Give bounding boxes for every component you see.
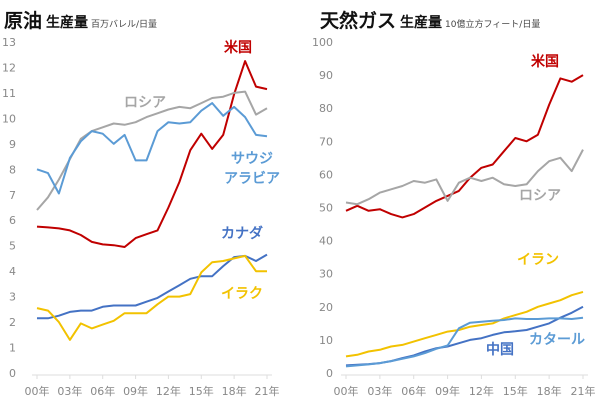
- series-line-0: [36, 60, 268, 248]
- x-tick-label: 18年: [222, 384, 247, 398]
- y-tick-label: 100: [312, 36, 333, 49]
- oil-unit: 百万バレル/日量: [91, 20, 158, 30]
- y-tick-label: 10: [319, 334, 333, 347]
- x-tick-label: 09年: [123, 384, 148, 398]
- y-tick-label: 1: [9, 342, 16, 355]
- series-label: 米国: [224, 39, 252, 56]
- y-tick-label: 10: [2, 112, 16, 125]
- series-line-2: [345, 290, 584, 358]
- x-tick-label: 03年: [367, 384, 392, 398]
- oil-title: 原油 生産量 百万バレル/日量: [4, 6, 157, 33]
- y-tick-label: 8: [9, 163, 16, 176]
- y-tick-label: 13: [2, 36, 16, 49]
- x-tick-label: 12年: [469, 384, 494, 398]
- x-tick-label: 06年: [401, 384, 426, 398]
- series-line-3: [37, 253, 268, 320]
- x-tick-label: 15年: [503, 384, 528, 398]
- x-tick-label: 21年: [571, 384, 596, 398]
- series-label: アラビア: [224, 171, 280, 187]
- series-line-1: [345, 149, 584, 206]
- y-tick-label: 4: [9, 265, 16, 278]
- series-line-0: [345, 74, 584, 219]
- series-label: ロシア: [124, 95, 166, 111]
- y-tick-label: 0: [326, 367, 333, 380]
- y-tick-label: 3: [9, 291, 16, 304]
- x-tick-label: 03年: [57, 384, 82, 398]
- series-label: イラン: [517, 252, 559, 268]
- y-tick-label: 60: [319, 168, 333, 181]
- y-tick-label: 90: [319, 69, 333, 82]
- series-label: サウジ: [231, 151, 273, 167]
- y-tick-label: 30: [319, 268, 333, 281]
- gas-title-main: 天然ガス: [320, 10, 397, 32]
- y-tick-label: 11: [2, 87, 16, 100]
- x-tick-label: 09年: [435, 384, 460, 398]
- series-label: カタール: [529, 332, 585, 348]
- series-line-2: [36, 102, 268, 195]
- series-label: イラク: [221, 286, 263, 302]
- y-tick-label: 7: [9, 189, 16, 202]
- gas-unit: 10億立方フィート/日量: [445, 20, 541, 30]
- oil-subtitle: 生産量: [46, 15, 89, 31]
- x-tick-label: 18年: [537, 384, 562, 398]
- y-tick-label: 80: [319, 102, 333, 115]
- y-tick-label: 40: [319, 235, 333, 248]
- y-tick-label: 2: [9, 316, 16, 329]
- series-label: 中国: [486, 341, 514, 358]
- gas-title: 天然ガス 生産量 10億立方フィート/日量: [320, 6, 540, 33]
- x-tick-label: 15年: [189, 384, 214, 398]
- x-tick-label: 21年: [255, 384, 280, 398]
- oil-title-main: 原油: [4, 10, 43, 32]
- gas-subtitle: 生産量: [400, 15, 443, 31]
- series-label: カナダ: [221, 225, 263, 242]
- x-tick-label: 12年: [156, 384, 181, 398]
- series-label: ロシア: [519, 188, 561, 204]
- y-tick-label: 0: [9, 367, 16, 380]
- y-tick-label: 70: [319, 135, 333, 148]
- y-tick-label: 5: [9, 240, 16, 253]
- y-tick-label: 6: [9, 214, 16, 227]
- series-line-4: [36, 254, 267, 341]
- series-label: 米国: [531, 53, 559, 70]
- x-tick-label: 00年: [25, 384, 50, 398]
- x-tick-label: 06年: [90, 384, 115, 398]
- y-tick-label: 20: [319, 301, 333, 314]
- y-tick-label: 50: [319, 202, 333, 215]
- x-tick-label: 00年: [334, 384, 359, 398]
- series-line-4: [345, 316, 584, 368]
- y-tick-label: 12: [2, 61, 16, 74]
- y-tick-label: 9: [9, 138, 16, 151]
